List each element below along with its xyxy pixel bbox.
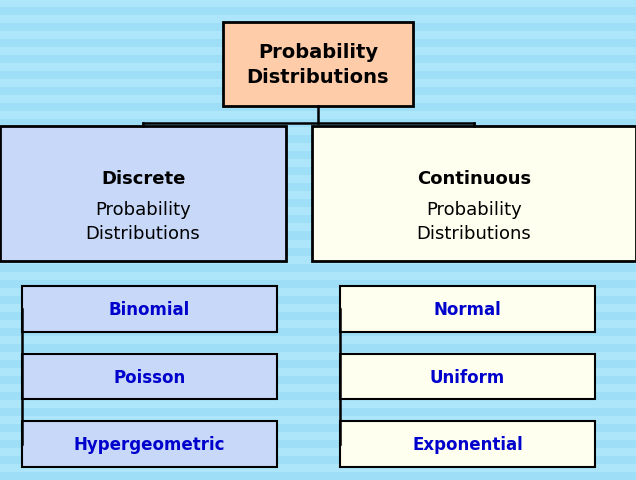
FancyBboxPatch shape xyxy=(0,127,286,262)
Text: Probability
Distributions: Probability Distributions xyxy=(247,43,389,87)
Bar xyxy=(0,8,636,16)
Bar xyxy=(0,152,636,160)
Text: Normal: Normal xyxy=(434,300,501,319)
Bar xyxy=(0,448,636,456)
FancyBboxPatch shape xyxy=(22,421,277,467)
Bar xyxy=(0,104,636,112)
Bar xyxy=(0,0,636,8)
Bar xyxy=(0,88,636,96)
Text: Binomial: Binomial xyxy=(109,300,190,319)
Bar xyxy=(0,464,636,472)
Bar xyxy=(0,16,636,24)
Bar xyxy=(0,248,636,256)
Bar xyxy=(0,128,636,136)
Text: Uniform: Uniform xyxy=(430,368,505,386)
Bar xyxy=(0,432,636,440)
Bar xyxy=(0,208,636,216)
Bar xyxy=(0,264,636,272)
Bar xyxy=(0,368,636,376)
FancyBboxPatch shape xyxy=(340,354,595,399)
Bar xyxy=(0,48,636,56)
Bar xyxy=(0,96,636,104)
Bar xyxy=(0,40,636,48)
Bar xyxy=(0,376,636,384)
Bar xyxy=(0,200,636,208)
Bar xyxy=(0,360,636,368)
Bar xyxy=(0,320,636,328)
Bar xyxy=(0,408,636,416)
Text: Poisson: Poisson xyxy=(113,368,186,386)
Bar xyxy=(0,256,636,264)
Bar xyxy=(0,272,636,280)
Bar xyxy=(0,280,636,288)
FancyBboxPatch shape xyxy=(312,127,636,262)
Bar xyxy=(0,344,636,352)
Bar xyxy=(0,456,636,464)
Bar xyxy=(0,472,636,480)
FancyBboxPatch shape xyxy=(22,354,277,399)
Bar xyxy=(0,24,636,32)
Bar xyxy=(0,400,636,408)
Bar xyxy=(0,240,636,248)
Bar xyxy=(0,32,636,40)
Bar xyxy=(0,80,636,88)
FancyBboxPatch shape xyxy=(340,287,595,333)
Bar xyxy=(0,160,636,168)
Bar xyxy=(0,440,636,448)
Bar xyxy=(0,384,636,392)
Text: Hypergeometric: Hypergeometric xyxy=(74,435,225,453)
Bar xyxy=(0,328,636,336)
Bar xyxy=(0,296,636,304)
Bar xyxy=(0,184,636,192)
Bar xyxy=(0,288,636,296)
Bar xyxy=(0,352,636,360)
FancyBboxPatch shape xyxy=(22,287,277,333)
Bar xyxy=(0,192,636,200)
Bar xyxy=(0,416,636,424)
Bar xyxy=(0,72,636,80)
Text: Probability
Distributions: Probability Distributions xyxy=(86,201,200,242)
Bar xyxy=(0,392,636,400)
Bar xyxy=(0,64,636,72)
Bar xyxy=(0,224,636,232)
FancyBboxPatch shape xyxy=(340,421,595,467)
Bar xyxy=(0,424,636,432)
Bar xyxy=(0,304,636,312)
Bar xyxy=(0,144,636,152)
Text: Discrete: Discrete xyxy=(101,169,185,187)
Bar xyxy=(0,112,636,120)
Text: Exponential: Exponential xyxy=(412,435,523,453)
Bar xyxy=(0,168,636,176)
Bar xyxy=(0,232,636,240)
Text: Probability
Distributions: Probability Distributions xyxy=(417,201,531,242)
Bar xyxy=(0,136,636,144)
Bar xyxy=(0,312,636,320)
Text: Continuous: Continuous xyxy=(417,169,531,187)
Bar xyxy=(0,216,636,224)
Bar xyxy=(0,336,636,344)
Bar xyxy=(0,56,636,64)
Bar xyxy=(0,120,636,128)
Bar xyxy=(0,176,636,184)
FancyBboxPatch shape xyxy=(223,23,413,107)
